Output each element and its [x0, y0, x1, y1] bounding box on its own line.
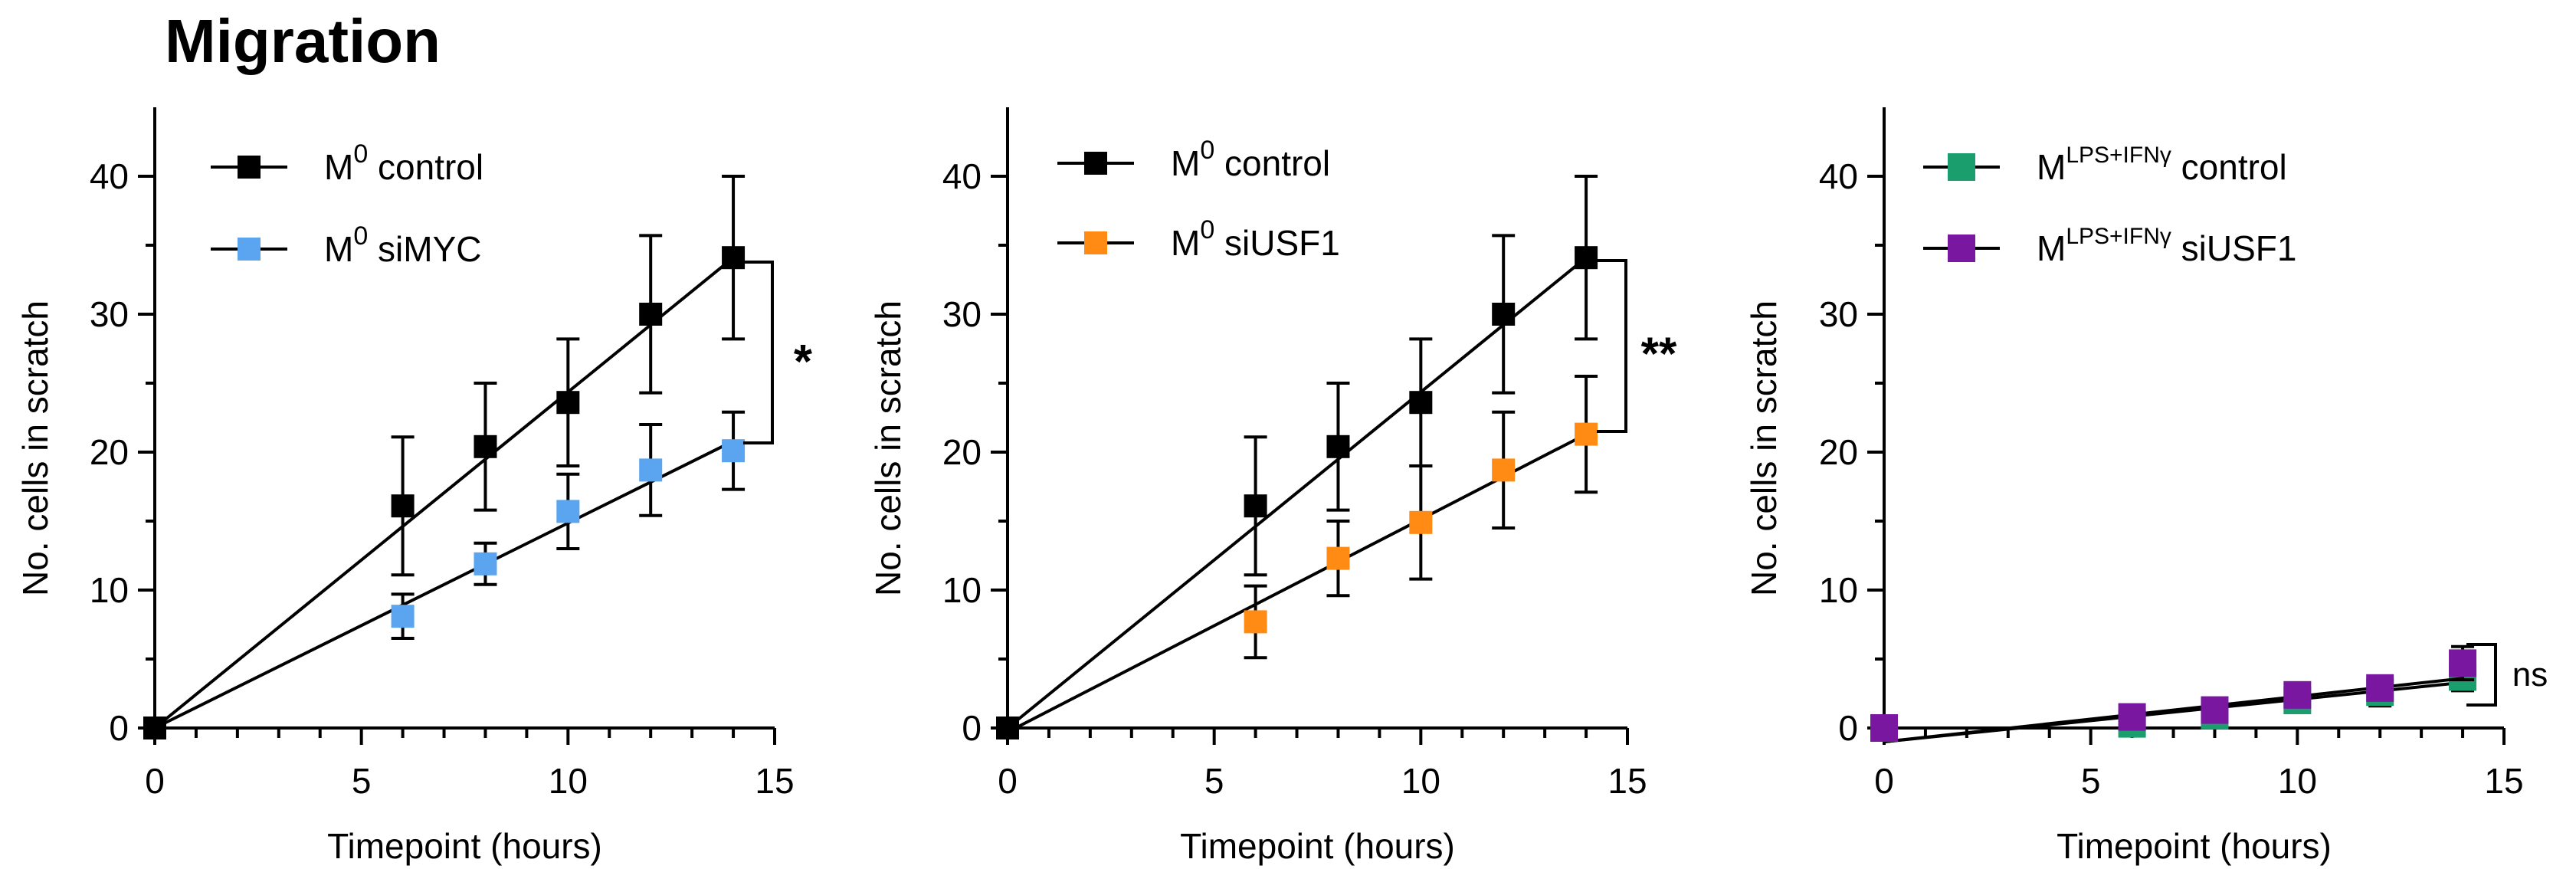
- data-point: [1409, 391, 1433, 415]
- x-tick-label: 15: [755, 761, 794, 801]
- legend-marker: [1948, 153, 1975, 181]
- legend-label: M0 siMYC: [324, 221, 481, 269]
- series-control: [996, 175, 1598, 739]
- x-axis-label: Timepoint (hours): [2057, 826, 2332, 866]
- data-point: [1409, 510, 1433, 534]
- significance-bracket: [743, 261, 774, 444]
- fit-line: [154, 439, 734, 730]
- data-point: [722, 246, 746, 270]
- significance-bracket: [2466, 643, 2497, 707]
- fit-line: [1006, 256, 1588, 730]
- y-tick-label: 20: [90, 432, 129, 472]
- data-point: [2201, 696, 2229, 724]
- data-point: [1326, 434, 1350, 458]
- y-tick-label: 30: [942, 294, 982, 334]
- x-tick-label: 5: [1204, 761, 1224, 801]
- chart-panel-3: 0 10 20 30 40 0 5 10 15 Timepoint (hours) No. cell…: [1744, 107, 2548, 866]
- y-axis-label: No. cells in scratch: [868, 300, 908, 596]
- data-point: [1326, 546, 1350, 570]
- data-point: [474, 434, 497, 458]
- data-point: [391, 605, 415, 628]
- data-point: [1244, 494, 1267, 518]
- data-point: [391, 494, 415, 518]
- series-lps_siUSF1: [1870, 644, 2477, 743]
- data-point: [1492, 458, 1516, 482]
- significance-label: *: [794, 336, 813, 389]
- series-siUSF1: [996, 375, 1598, 739]
- data-point: [556, 391, 580, 415]
- x-tick-label: 10: [2278, 761, 2317, 801]
- legend-label: MLPS+IFNγ control: [2037, 143, 2287, 187]
- legend-label: M0 control: [1171, 136, 1330, 183]
- legend-marker: [1084, 231, 1107, 254]
- significance-label: **: [1641, 328, 1677, 379]
- series-siMYC: [143, 410, 746, 739]
- data-point: [1575, 422, 1598, 446]
- figure-title: Migration: [165, 7, 441, 75]
- fit-line: [1007, 432, 1587, 734]
- fit-line: [153, 256, 735, 730]
- y-tick-label: 0: [1838, 708, 1858, 748]
- y-tick-label: 10: [1819, 570, 1858, 610]
- y-tick-label: 10: [90, 570, 129, 610]
- significance-bracket: [1597, 259, 1627, 433]
- y-axis-label: No. cells in scratch: [15, 300, 55, 596]
- x-tick-label: 10: [1401, 761, 1440, 801]
- y-tick-label: 20: [942, 432, 982, 472]
- y-tick-label: 0: [109, 708, 129, 748]
- x-axis-label: Timepoint (hours): [1180, 826, 1455, 866]
- data-point: [2118, 703, 2146, 731]
- y-tick-label: 10: [942, 570, 982, 610]
- legend-marker: [1948, 234, 1975, 262]
- y-tick-label: 40: [1819, 156, 1858, 196]
- legend-label: MLPS+IFNγ siUSF1: [2037, 224, 2296, 268]
- legend-marker: [238, 238, 261, 261]
- x-tick-label: 5: [2081, 761, 2101, 801]
- legend-label: M0 control: [324, 139, 483, 187]
- data-point: [722, 439, 746, 463]
- data-point: [556, 500, 580, 523]
- data-point: [1492, 303, 1516, 326]
- data-point: [474, 552, 497, 576]
- chart-panel-1: 0 10 20 30 40 0 5 10 15 Timepoint (hours) No. cell…: [15, 107, 813, 866]
- data-point: [639, 303, 663, 326]
- chart-panel-2: 0 10 20 30 40 0 5 10 15 Timepoint (hours) No. cell…: [868, 107, 1677, 866]
- x-tick-label: 10: [549, 761, 588, 801]
- x-tick-label: 0: [145, 761, 165, 801]
- data-point: [143, 717, 166, 739]
- y-tick-label: 0: [962, 708, 982, 748]
- y-axis-label: No. cells in scratch: [1744, 300, 1784, 596]
- data-point: [1244, 610, 1267, 634]
- data-point: [2283, 680, 2312, 709]
- data-point: [2449, 649, 2477, 677]
- data-point: [996, 717, 1019, 739]
- legend-marker: [238, 156, 261, 179]
- legend-label: M0 siUSF1: [1171, 215, 1340, 263]
- x-tick-label: 15: [1608, 761, 1647, 801]
- legend-marker: [1084, 152, 1107, 175]
- x-tick-label: 15: [2484, 761, 2523, 801]
- significance-label: ns: [2512, 656, 2548, 694]
- x-tick-label: 0: [1874, 761, 1894, 801]
- data-point: [1575, 246, 1598, 270]
- data-point: [1870, 714, 1898, 742]
- y-tick-label: 40: [90, 156, 129, 196]
- x-axis-label: Timepoint (hours): [327, 826, 602, 866]
- y-tick-label: 40: [942, 156, 982, 196]
- y-tick-label: 20: [1819, 432, 1858, 472]
- y-tick-label: 30: [90, 294, 129, 334]
- data-point: [639, 458, 663, 482]
- data-point: [2366, 674, 2394, 702]
- x-tick-label: 0: [998, 761, 1018, 801]
- x-tick-label: 5: [352, 761, 372, 801]
- y-tick-label: 30: [1819, 294, 1858, 334]
